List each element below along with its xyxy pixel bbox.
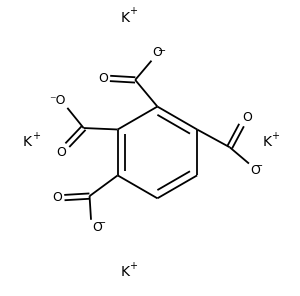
Text: O: O [152,46,162,59]
Text: +: + [129,261,137,271]
Text: K: K [23,135,32,149]
Text: ⁻O: ⁻O [50,94,66,107]
Text: +: + [129,6,137,16]
Text: +: + [272,131,279,141]
Text: O: O [56,146,66,159]
Text: +: + [32,131,40,141]
Text: −: − [255,162,263,171]
Text: O: O [242,111,252,124]
Text: O: O [250,165,260,177]
Text: O: O [98,72,108,85]
Text: −: − [98,218,106,228]
Text: −: − [158,46,166,56]
Text: K: K [120,11,129,25]
Text: O: O [92,221,102,234]
Text: K: K [120,265,129,279]
Text: O: O [52,191,62,204]
Text: K: K [262,135,272,149]
